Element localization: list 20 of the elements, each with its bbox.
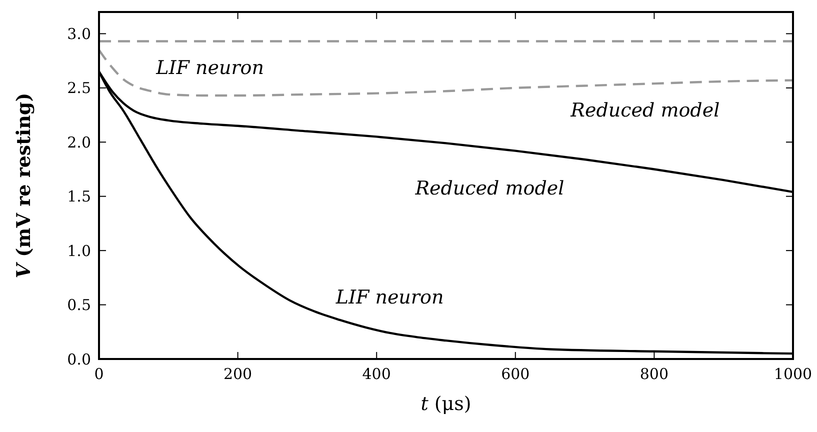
x-tick-label: 200 [223, 365, 252, 383]
y-tick-label: 1.0 [67, 242, 91, 260]
y-tick-label: 0.5 [67, 296, 91, 314]
line-series [98, 48, 794, 97]
x-tick-label: 800 [640, 365, 669, 383]
y-tick-label: 2.5 [67, 79, 91, 98]
y-tick-label: 1.5 [67, 188, 91, 206]
y-tick-label: 3.0 [67, 24, 91, 43]
series-label: Reduced model [414, 178, 564, 200]
x-tick-label: 600 [501, 365, 530, 383]
x-tick-label: 1000 [774, 365, 812, 383]
series-label: LIF neuron [155, 56, 264, 79]
y-tick-label: 0.0 [67, 350, 91, 368]
y-axis-title: V (mV re resting) [13, 92, 35, 278]
x-tick-label: 0 [94, 365, 104, 383]
x-axis-title: t (μs) [420, 393, 472, 415]
x-tick-label: 400 [362, 365, 391, 383]
series-label: LIF neuron [334, 286, 444, 309]
y-tick-label: 2.0 [67, 133, 91, 152]
series-label: Reduced model [570, 100, 720, 122]
